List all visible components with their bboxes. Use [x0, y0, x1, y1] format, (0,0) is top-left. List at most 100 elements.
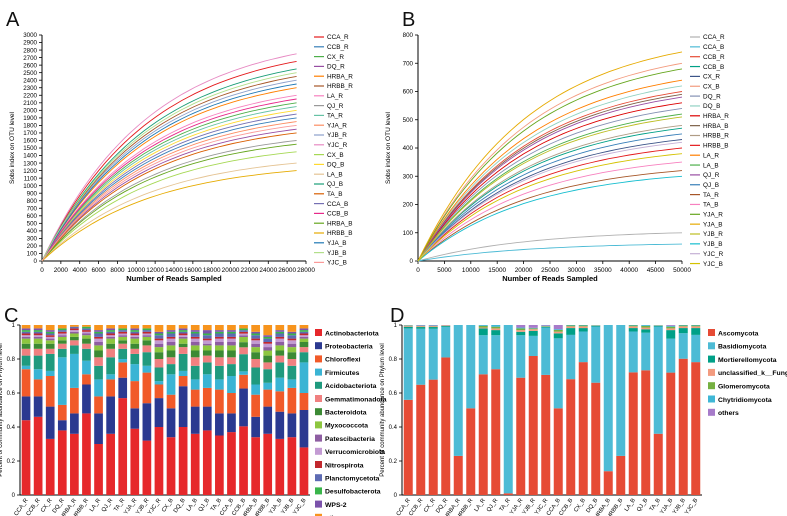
- series-line-hrba-r: [41, 87, 297, 262]
- legend-label: CCB_R: [327, 44, 349, 51]
- bar-segment-hrbb-r-10: [82, 330, 91, 332]
- bar-segment-cx-r-5: [45, 348, 55, 354]
- series-line-hrba-b: [417, 93, 683, 262]
- bar-segment-dq-b-5: [178, 347, 188, 354]
- bar-segment-qj-r-1: [106, 396, 115, 434]
- x-tick-label: 35000: [594, 267, 612, 274]
- bar-segment-yjc-r-6: [541, 325, 551, 326]
- bar-segment-ta-b-13: [215, 330, 224, 332]
- y-tick-label: 0.4: [389, 425, 398, 431]
- bar-segment-qj-r-2: [106, 379, 115, 397]
- legend-label: QJ_R: [703, 172, 720, 179]
- bar-segment-qj-r-8: [106, 336, 115, 339]
- bar-segment-cca-b-3: [553, 331, 563, 334]
- x-tick-label: 15000: [488, 267, 506, 274]
- bar-segment-cx-r-4: [45, 353, 55, 371]
- bar-segment-yjc-r-1: [541, 327, 551, 375]
- bar-segment-la-r-14: [94, 325, 103, 331]
- legend-label: others: [718, 410, 739, 417]
- bar-segment-ccb-b-5: [566, 325, 576, 326]
- series-line-hrbb-b: [417, 147, 683, 262]
- bar-segment-ccb-r-3: [33, 369, 43, 380]
- bar-segment-qj-b-12: [202, 333, 212, 336]
- bar-segment-qj-b-3: [202, 374, 212, 388]
- bar-segment-yjb-b-5: [287, 359, 297, 366]
- bar-segment-dq-r-4: [57, 348, 67, 358]
- legend: CCA_R CCB_R CX_R DQ_R HRBA_R HRBB_R LA_R QJ_R TA…: [314, 34, 353, 267]
- bar-segment-ta-b-10: [215, 336, 224, 339]
- bar-segment-yja-r-13: [130, 328, 140, 331]
- series-line-cx-r: [417, 139, 683, 262]
- bar-segment-yja-r-6: [516, 325, 526, 328]
- legend-label: YJB_B: [327, 250, 347, 257]
- bar-segment-yja-r-4: [516, 328, 526, 331]
- bar-segment-qj-r-13: [106, 328, 115, 331]
- y-tick-label: 0: [12, 493, 16, 499]
- bar-segment-ta-r-12: [118, 328, 128, 331]
- legend-swatch: [315, 421, 322, 429]
- series-line-ccb-r: [417, 91, 683, 262]
- bar-segment-cx-r-8: [45, 338, 55, 341]
- legend-label: LA_B: [327, 171, 343, 178]
- legend-label: DQ_R: [703, 93, 721, 100]
- legend-swatch: [315, 500, 322, 508]
- bar-segment-dq-b-1: [591, 326, 601, 383]
- bar-segment-ta-r-7: [118, 336, 128, 341]
- legend-label: CCA_B: [703, 44, 724, 51]
- y-tick-label: 800: [403, 32, 414, 39]
- bar-segment-cca-r-3: [403, 325, 413, 327]
- bar-segment-cx-b-9: [166, 338, 176, 342]
- bar-segment-cx-r-2: [428, 327, 438, 329]
- bar-segment-hrbb-r-2: [82, 374, 91, 385]
- bar-segment-ccb-b-10: [239, 331, 248, 334]
- series-line-cca-b: [417, 243, 683, 262]
- x-tick-label: CCB_B: [558, 498, 574, 516]
- bar-segment-cca-b-2: [227, 393, 236, 414]
- bar-segment-dq-r-3: [441, 325, 451, 327]
- bar-segment-la-r-0: [94, 444, 103, 495]
- legend-label: YJB_R: [703, 231, 723, 238]
- bar-segment-yjb-b-5: [678, 325, 688, 326]
- bar-segment-yjc-b-4: [691, 325, 701, 327]
- y-tick-label: 1600: [23, 138, 37, 145]
- bar-segment-qj-r-11: [106, 331, 115, 334]
- series-line-hrbb-b: [41, 170, 297, 262]
- y-tick-label: 400: [27, 228, 38, 235]
- bar-segment-qj-r-12: [106, 330, 115, 332]
- y-tick-label: 100: [27, 251, 38, 258]
- y-tick-label: 600: [27, 213, 38, 220]
- bar-segment-cx-b-10: [166, 336, 176, 339]
- series-line-yja-r: [41, 121, 297, 262]
- bar-segment-yja-b-0: [666, 372, 676, 495]
- bar-segment-yjb-r-11: [142, 330, 152, 332]
- bar-segment-yjb-r-0: [142, 440, 152, 495]
- legend-swatch: [315, 355, 322, 363]
- bar-segment-dq-b-1: [178, 386, 188, 427]
- bar-segment-qj-r-7: [106, 338, 115, 344]
- legend-swatch: [315, 395, 322, 402]
- series-line-ta-b: [41, 132, 297, 262]
- bar-segment-yjc-r-8: [154, 343, 164, 348]
- bar-segment-yja-r-2: [130, 381, 140, 409]
- legend-label: CX_R: [703, 74, 720, 81]
- bar-segment-cca-b-6: [553, 325, 563, 330]
- bar-segment-ccb-r-3: [416, 326, 426, 328]
- bar-segment-ccb-b-1: [566, 334, 576, 380]
- bar-segment-yja-r-2: [516, 331, 526, 336]
- bar-segment-ccb-r-11: [33, 331, 43, 334]
- bar-segment-la-r-13: [94, 330, 103, 332]
- bar-segment-hrbb-b-12: [263, 336, 273, 339]
- bar-segment-yjc-b-14: [299, 325, 309, 329]
- bar-segment-cx-b-4: [578, 325, 588, 327]
- legend-label: Planctomycetota: [325, 476, 380, 483]
- bar-segment-hrbb-b-11: [263, 338, 273, 342]
- bar-segment-yja-r-8: [130, 336, 140, 339]
- bar-segment-ta-b-14: [215, 325, 224, 331]
- bar-segment-qj-b-14: [202, 325, 212, 331]
- bar-segment-cca-r-13: [21, 328, 31, 331]
- bar-segment-yjb-r-2: [142, 372, 152, 404]
- legend-label: WPS-2: [325, 502, 347, 509]
- bar-segment-cca-b-3: [227, 376, 236, 393]
- series-line-yjb-b: [41, 72, 297, 262]
- legend-label: Ascomycota: [718, 330, 759, 337]
